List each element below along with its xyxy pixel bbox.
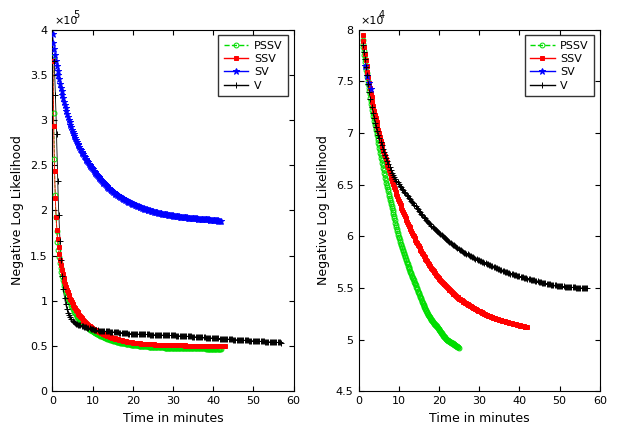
Text: ×10: ×10 [54, 16, 78, 26]
Text: 5: 5 [73, 10, 79, 20]
X-axis label: Time in minutes: Time in minutes [429, 412, 530, 425]
Text: 4: 4 [379, 10, 385, 20]
Legend: PSSV, SSV, SV, V: PSSV, SSV, SV, V [525, 35, 595, 96]
Y-axis label: Negative Log Likelihood: Negative Log Likelihood [317, 136, 331, 286]
X-axis label: Time in minutes: Time in minutes [122, 412, 223, 425]
Legend: PSSV, SSV, SV, V: PSSV, SSV, SV, V [218, 35, 288, 96]
Y-axis label: Negative Log Likelihood: Negative Log Likelihood [11, 136, 24, 286]
Text: ×10: ×10 [361, 16, 384, 26]
